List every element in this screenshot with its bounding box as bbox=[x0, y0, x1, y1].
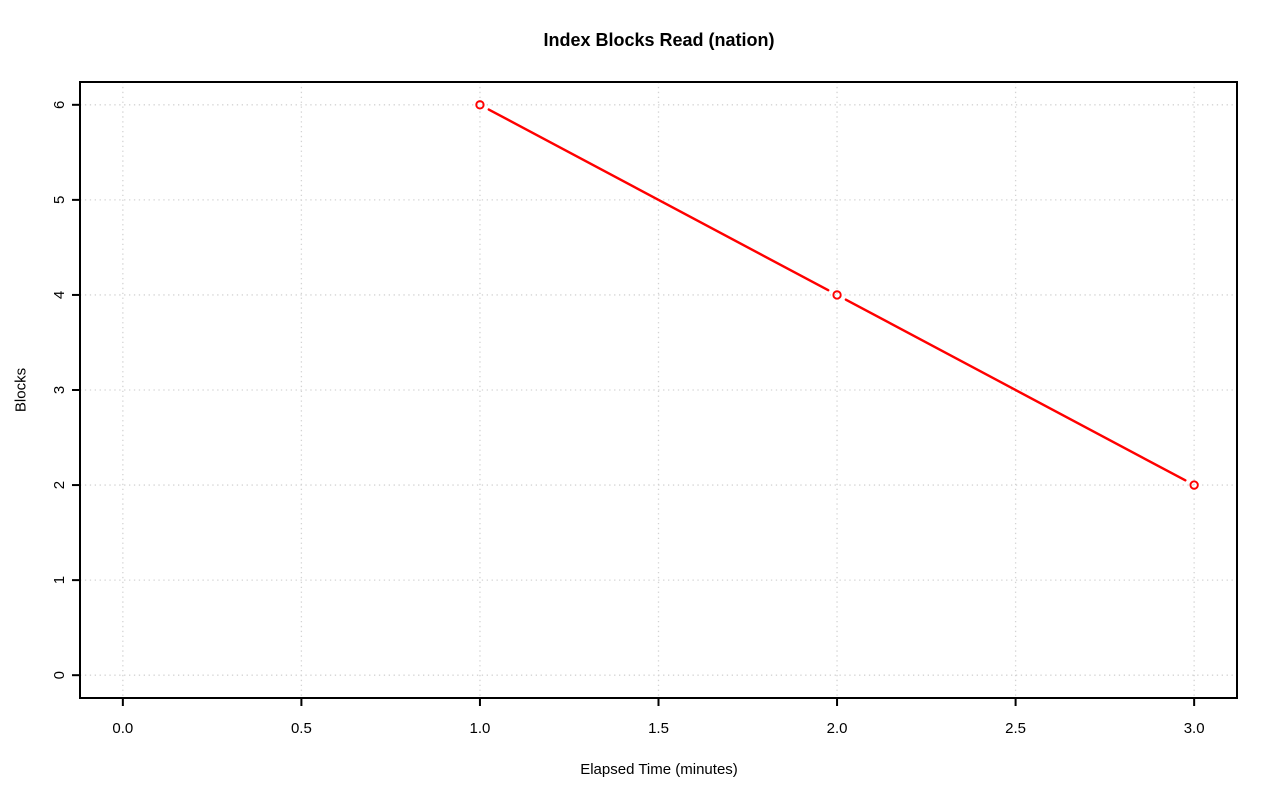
x-tick-label: 1.5 bbox=[648, 720, 669, 737]
y-tick-label: 1 bbox=[51, 576, 68, 584]
data-line-segment bbox=[844, 298, 1187, 482]
y-tick-label: 3 bbox=[51, 386, 68, 394]
y-tick-label: 6 bbox=[51, 101, 68, 109]
chart-title: Index Blocks Read (nation) bbox=[543, 30, 775, 50]
data-point-marker bbox=[1189, 480, 1199, 490]
x-tick-label: 2.0 bbox=[827, 720, 848, 737]
x-axis-label: Elapsed Time (minutes) bbox=[580, 761, 738, 778]
y-tick-label: 0 bbox=[51, 671, 68, 679]
x-tick-label: 0.0 bbox=[112, 720, 133, 737]
data-point-marker bbox=[832, 290, 842, 300]
x-tick-label: 3.0 bbox=[1184, 720, 1205, 737]
y-tick-label: 2 bbox=[51, 481, 68, 489]
y-tick-label: 5 bbox=[51, 196, 68, 204]
x-tick-label: 1.0 bbox=[470, 720, 491, 737]
y-axis-label: Blocks bbox=[12, 367, 30, 413]
data-point-marker bbox=[475, 100, 485, 110]
y-tick-label: 4 bbox=[51, 291, 68, 299]
x-tick-label: 2.5 bbox=[1005, 720, 1026, 737]
data-line-segment bbox=[487, 108, 830, 292]
x-tick-label: 0.5 bbox=[291, 720, 312, 737]
